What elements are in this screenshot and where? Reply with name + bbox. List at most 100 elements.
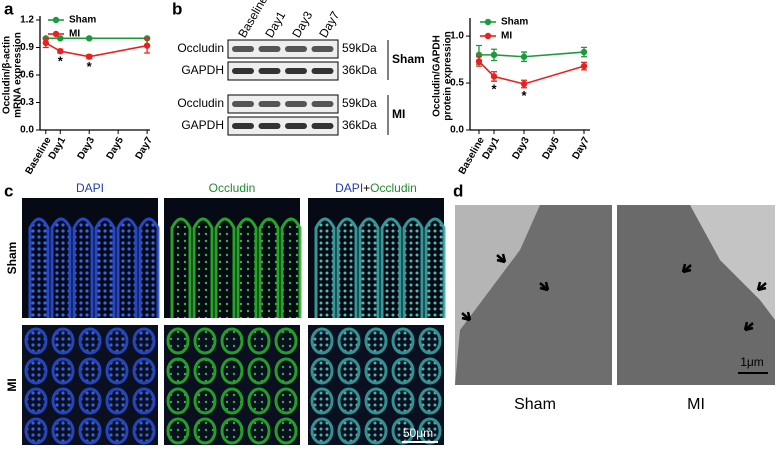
crypt — [310, 417, 334, 445]
crypt — [337, 417, 361, 445]
crypt — [364, 417, 388, 445]
legend-marker — [52, 30, 60, 38]
crypt — [105, 387, 129, 415]
y-tick-label: 0.0 — [20, 125, 34, 136]
crypt — [78, 357, 102, 385]
crypt — [51, 417, 75, 445]
lane-label: Day1 — [262, 9, 288, 41]
protein-label: Occludin — [177, 41, 224, 55]
size-label: 36kDa — [342, 118, 377, 132]
crypt — [364, 357, 388, 385]
legend-label: Sham — [501, 17, 528, 28]
crypt — [310, 327, 334, 355]
crypt — [170, 217, 192, 318]
crypt — [105, 357, 129, 385]
size-label: 59kDa — [342, 41, 377, 55]
marker — [520, 80, 528, 88]
crypt — [364, 327, 388, 355]
marker — [490, 51, 498, 59]
marker — [580, 48, 588, 56]
image-label: MI — [687, 396, 705, 413]
crypt — [391, 357, 415, 385]
crypt — [51, 387, 75, 415]
band — [311, 101, 334, 107]
marker — [475, 58, 483, 65]
crypt — [274, 327, 298, 355]
crypt — [24, 357, 48, 385]
x-tick-label: Day5 — [540, 135, 562, 162]
crypt — [78, 417, 102, 445]
legend-marker — [484, 18, 492, 26]
series-line — [479, 51, 585, 58]
crypt — [132, 327, 156, 355]
row-label: Sham — [5, 242, 19, 275]
crypt — [391, 327, 415, 355]
arrow — [461, 311, 472, 322]
scale-label: 50μm — [403, 426, 433, 440]
band — [232, 46, 254, 52]
crypt — [418, 387, 442, 415]
crypt — [220, 327, 244, 355]
arrow — [539, 281, 550, 292]
y-axis-label: protein expression — [443, 31, 454, 120]
legend-label: MI — [69, 29, 80, 40]
y-tick-label: 0.9 — [20, 42, 34, 53]
arrow — [496, 253, 507, 264]
size-label: 36kDa — [342, 63, 377, 77]
crypt — [236, 217, 258, 318]
merge-title-part: DAPI — [335, 181, 363, 195]
marker — [86, 53, 93, 60]
panel-label: c — [4, 181, 13, 200]
group-label: MI — [392, 107, 405, 121]
arrow — [681, 263, 692, 274]
arrow — [743, 321, 754, 332]
crypt — [358, 217, 380, 318]
x-tick-label: Day5 — [105, 135, 127, 162]
crypt — [193, 357, 217, 385]
crypt — [78, 327, 102, 355]
column-title: Occludin — [209, 181, 256, 195]
crypt — [78, 387, 102, 415]
crypt — [132, 417, 156, 445]
protein-label: GAPDH — [181, 118, 224, 132]
crypt — [138, 217, 160, 318]
panel-label: d — [453, 181, 463, 200]
marker — [57, 35, 64, 42]
band — [311, 123, 334, 129]
band — [232, 101, 254, 107]
crypt — [94, 217, 116, 318]
crypt — [220, 357, 244, 385]
crypt — [51, 357, 75, 385]
tissue — [455, 205, 612, 385]
merge-title-part: Occludin — [370, 181, 417, 195]
crypt — [402, 217, 424, 318]
y-tick-label: 0.6 — [20, 70, 34, 81]
crypt — [72, 217, 94, 318]
blot-strip — [227, 94, 339, 114]
crypt — [166, 387, 190, 415]
column-title: DAPI — [76, 181, 104, 195]
crypt — [310, 357, 334, 385]
band — [232, 123, 254, 129]
crypt — [132, 357, 156, 385]
panel-label: b — [172, 0, 182, 18]
crypt — [24, 417, 48, 445]
band — [258, 101, 281, 107]
crypt — [24, 387, 48, 415]
micrographs — [22, 198, 446, 445]
crypt — [51, 327, 75, 355]
marker — [520, 53, 528, 60]
series-line — [45, 42, 148, 58]
crypt — [116, 217, 138, 318]
crypt — [105, 327, 129, 355]
crypt — [214, 217, 236, 318]
marker — [57, 47, 64, 55]
crypt — [166, 357, 190, 385]
band — [285, 123, 307, 129]
crypt — [247, 387, 271, 415]
crypt — [28, 217, 50, 318]
x-tick-label: Day1 — [480, 135, 502, 162]
band — [311, 46, 334, 52]
crypt — [337, 327, 361, 355]
